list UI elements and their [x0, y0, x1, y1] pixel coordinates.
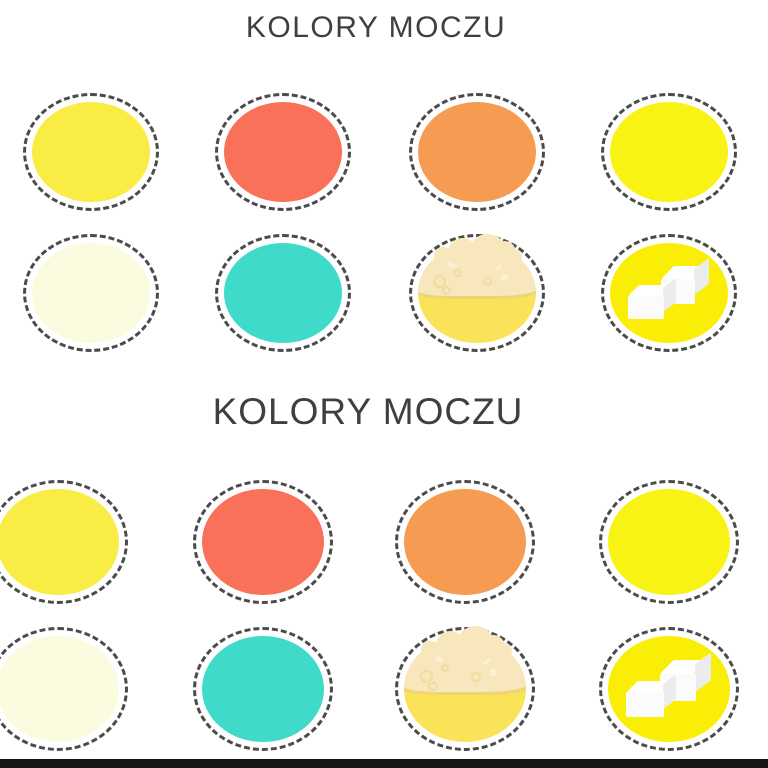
sugar-cube-side-face — [694, 652, 711, 692]
bottom-bar — [0, 759, 768, 768]
swatch-fill-bright-yellow — [610, 102, 728, 202]
foam-bubble — [478, 651, 491, 665]
swatch-fill-coral-red — [202, 489, 324, 595]
swatch-bright-yellow — [599, 480, 739, 604]
sugar-cubes-icon — [610, 243, 728, 343]
sugar-cube-side-face — [662, 673, 677, 710]
swatch-orange — [409, 93, 545, 211]
foam-bubble — [419, 669, 434, 684]
swatch-fill-orange — [404, 489, 526, 595]
page-title: KOLORY MOCZU — [245, 11, 507, 44]
sugar-cube-top-face — [627, 285, 676, 296]
foam-bubble — [471, 672, 481, 682]
foam-bubble — [489, 668, 497, 677]
swatch-fill-yellow-sugar-cubes — [608, 636, 730, 742]
sugar-cube-front-face — [627, 296, 665, 319]
swatch-fill-bright-yellow — [608, 489, 730, 595]
sugar-cube-side-face — [663, 278, 677, 312]
sugar-cube-top-face — [626, 680, 676, 693]
foam-bubble — [469, 249, 488, 267]
foam-bubble — [489, 258, 502, 270]
foam-mound — [448, 238, 477, 267]
swatch-bright-yellow — [601, 93, 737, 211]
swatch-turquoise — [193, 627, 333, 751]
foam-mound — [456, 626, 495, 664]
foam-bubble — [441, 286, 452, 296]
sugar-cubes-icon — [608, 636, 730, 742]
foam-bubble — [500, 274, 508, 282]
page-title: KOLORY MOCZU — [212, 391, 524, 432]
foam-layer — [418, 243, 536, 296]
swatch-orange — [395, 480, 535, 604]
swatch-fill-turquoise — [202, 636, 324, 742]
swatch-fill-yellow-sugar-cubes — [610, 243, 728, 343]
sugar-cube-front-face — [626, 692, 665, 717]
swatch-light-yellow — [23, 93, 159, 211]
swatch-turquoise — [215, 234, 351, 352]
foam-bubble — [457, 642, 476, 661]
foam-bubble — [447, 257, 459, 268]
foam-mound — [420, 640, 440, 660]
foam-mound — [497, 644, 512, 659]
swatch-light-yellow — [0, 480, 128, 604]
foam-bubble — [440, 663, 450, 673]
sugar-cube-side-face — [693, 257, 710, 295]
sugar-cube-front-face — [660, 279, 695, 304]
foam-layer — [404, 636, 526, 693]
foam-mound — [481, 634, 506, 659]
foam-bubble — [453, 269, 462, 278]
foam-bubble — [434, 650, 446, 662]
foam-mound — [508, 250, 523, 265]
swatch-fill-pale-cream — [32, 243, 150, 343]
foam-mound — [492, 241, 516, 265]
sugar-cube-top-face — [660, 266, 708, 279]
swatch-fill-light-yellow — [0, 489, 119, 595]
swatch-fill-turquoise — [224, 243, 342, 343]
sugar-cube-front-face — [660, 674, 696, 701]
swatch-fill-pale-cream — [0, 636, 119, 742]
swatch-coral-red — [193, 480, 333, 604]
swatch-pale-cream — [0, 627, 128, 751]
swatch-fill-foamy-yellow — [404, 636, 526, 742]
foam-mound — [434, 247, 453, 266]
swatch-yellow-sugar-cubes — [601, 234, 737, 352]
swatch-pale-cream — [23, 234, 159, 352]
sugar-cube-top-face — [660, 660, 710, 675]
foam-bubble — [428, 681, 439, 692]
foam-bubble — [482, 277, 493, 287]
swatch-foamy-yellow — [409, 233, 545, 352]
foam-mound — [435, 631, 465, 661]
swatch-fill-foamy-yellow — [418, 243, 536, 343]
swatch-yellow-sugar-cubes — [599, 627, 739, 751]
swatch-fill-light-yellow — [32, 102, 150, 202]
foam-mound — [469, 233, 506, 271]
swatch-foamy-yellow — [395, 626, 535, 751]
swatch-fill-orange — [418, 102, 536, 202]
foam-bubble — [433, 275, 447, 288]
swatch-fill-coral-red — [224, 102, 342, 202]
swatch-coral-red — [215, 93, 351, 211]
